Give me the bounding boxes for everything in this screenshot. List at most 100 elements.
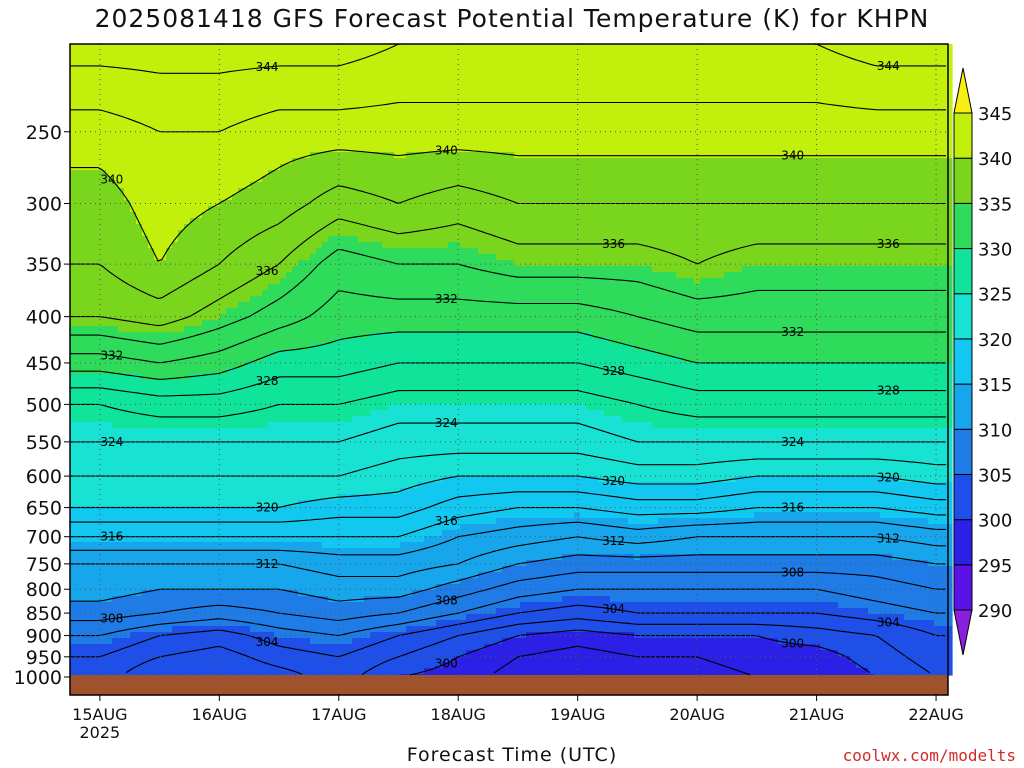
field-cell: [82, 626, 89, 633]
field-cell: [250, 296, 257, 303]
field-cell: [220, 350, 227, 357]
field-cell: [304, 164, 311, 171]
field-cell: [202, 80, 209, 87]
field-cell: [166, 212, 173, 219]
field-cell: [190, 230, 197, 237]
field-cell: [118, 170, 125, 177]
field-cell: [202, 284, 209, 291]
field-cell: [214, 224, 221, 231]
field-cell: [112, 236, 119, 243]
field-cell: [238, 308, 245, 315]
field-cell: [184, 572, 191, 579]
field-cell: [322, 308, 329, 315]
field-cell: [322, 452, 329, 459]
field-cell: [232, 116, 239, 123]
field-cell: [76, 548, 83, 555]
field-cell: [328, 428, 335, 435]
field-cell: [94, 158, 101, 165]
field-cell: [226, 416, 233, 423]
field-cell: [100, 134, 107, 141]
field-cell: [298, 476, 305, 483]
field-cell: [286, 524, 293, 531]
field-cell: [220, 650, 227, 657]
field-cell: [94, 488, 101, 495]
field-cell: [340, 200, 347, 207]
field-cell: [232, 530, 239, 537]
field-cell: [100, 554, 107, 561]
field-cell: [106, 464, 113, 471]
field-cell: [220, 128, 227, 135]
field-cell: [226, 380, 233, 387]
field-cell: [226, 650, 233, 657]
field-cell: [334, 80, 341, 87]
field-cell: [334, 404, 341, 411]
field-cell: [274, 260, 281, 267]
field-cell: [214, 428, 221, 435]
field-cell: [274, 134, 281, 141]
field-cell: [280, 308, 287, 315]
field-cell: [166, 458, 173, 465]
field-cell: [130, 194, 137, 201]
field-cell: [340, 656, 347, 663]
field-cell: [154, 350, 161, 357]
field-cell: [250, 350, 257, 357]
field-cell: [244, 356, 251, 363]
field-cell: [298, 626, 305, 633]
field-cell: [76, 626, 83, 633]
field-cell: [172, 644, 179, 651]
field-cell: [172, 182, 179, 189]
field-cell: [100, 572, 107, 579]
field-cell: [250, 662, 257, 669]
field-cell: [190, 212, 197, 219]
field-cell: [136, 170, 143, 177]
field-cell: [112, 482, 119, 489]
field-cell: [148, 344, 155, 351]
field-cell: [268, 422, 275, 429]
field-cell: [232, 410, 239, 417]
field-cell: [298, 350, 305, 357]
field-cell: [322, 140, 329, 147]
field-cell: [184, 242, 191, 249]
field-cell: [70, 470, 77, 477]
field-cell: [178, 428, 185, 435]
field-cell: [298, 578, 305, 585]
field-cell: [322, 176, 329, 183]
field-cell: [184, 158, 191, 165]
field-cell: [106, 524, 113, 531]
field-cell: [280, 368, 287, 375]
field-cell: [250, 518, 257, 525]
field-cell: [346, 278, 353, 285]
field-cell: [268, 470, 275, 477]
field-cell: [280, 674, 287, 676]
field-cell: [106, 296, 113, 303]
field-cell: [76, 452, 83, 459]
field-cell: [310, 530, 317, 537]
field-cell: [268, 464, 275, 471]
field-cell: [256, 350, 263, 357]
field-cell: [106, 92, 113, 99]
field-cell: [88, 320, 95, 327]
field-cell: [298, 110, 305, 117]
field-cell: [316, 464, 323, 471]
field-cell: [118, 392, 125, 399]
field-cell: [94, 536, 101, 543]
field-cell: [196, 62, 203, 69]
field-cell: [88, 470, 95, 477]
field-cell: [106, 272, 113, 279]
field-cell: [268, 566, 275, 573]
field-cell: [268, 614, 275, 621]
field-cell: [220, 590, 227, 597]
field-cell: [328, 608, 335, 615]
field-cell: [238, 326, 245, 333]
field-cell: [250, 464, 257, 471]
field-cell: [124, 134, 131, 141]
field-cell: [82, 146, 89, 153]
field-cell: [76, 416, 83, 423]
field-cell: [130, 674, 137, 676]
field-cell: [340, 320, 347, 327]
field-cell: [316, 410, 323, 417]
field-cell: [190, 488, 197, 495]
field-cell: [118, 158, 125, 165]
field-cell: [142, 524, 149, 531]
field-cell: [226, 164, 233, 171]
